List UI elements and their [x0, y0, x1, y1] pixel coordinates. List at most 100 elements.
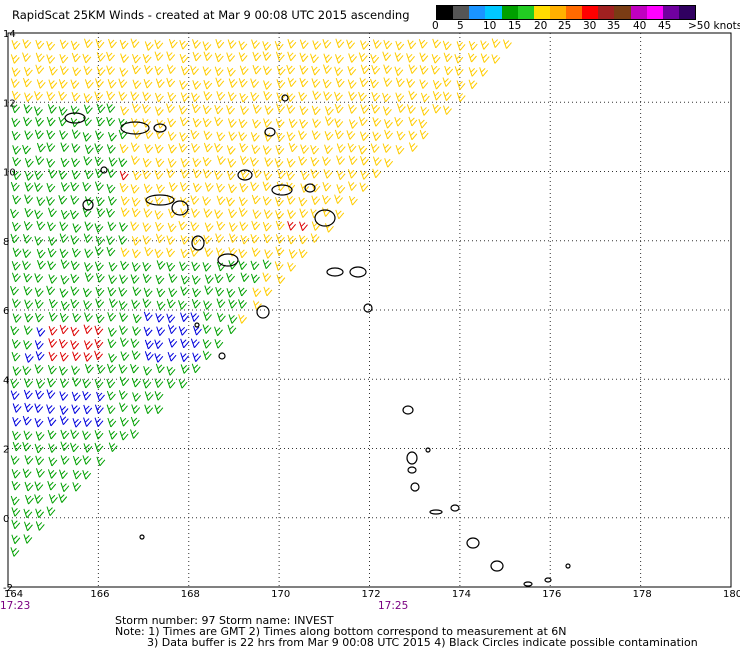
wind-barb: [299, 39, 309, 50]
wind-barb: [46, 91, 56, 101]
wind-barb: [214, 116, 224, 127]
wind-barb: [84, 79, 94, 89]
wind-barb: [431, 54, 441, 64]
wind-barb: [59, 366, 68, 376]
wind-barb: [59, 65, 69, 75]
island-outline: [490, 560, 504, 572]
wind-barb: [48, 326, 58, 336]
wind-barb: [156, 300, 166, 311]
wind-barb: [168, 208, 178, 219]
wind-barb: [22, 415, 32, 426]
island-outline: [64, 112, 86, 124]
wind-barb: [59, 324, 69, 335]
wind-barb: [24, 157, 34, 168]
wind-barb: [24, 378, 33, 388]
wind-barb: [228, 208, 238, 219]
island-outline: [466, 537, 480, 549]
wind-barb: [118, 287, 128, 297]
wind-barb: [59, 378, 69, 388]
wind-barb: [238, 299, 247, 309]
wind-barb: [180, 248, 190, 259]
wind-barb: [155, 78, 165, 88]
wind-barb: [119, 182, 129, 193]
island-outline: [326, 267, 344, 277]
wind-barb: [406, 78, 416, 88]
wind-barb: [34, 364, 44, 374]
wind-barb: [94, 261, 104, 272]
wind-barb: [202, 66, 212, 76]
colorbar-segment: [678, 6, 695, 19]
wind-barb: [94, 378, 104, 389]
wind-barb: [34, 481, 44, 491]
wind-barb: [204, 182, 214, 192]
colorbar-segment: [533, 6, 550, 19]
wind-barb: [34, 340, 44, 350]
wind-barb: [322, 181, 332, 192]
wind-barb: [132, 313, 142, 324]
wind-barb: [348, 91, 358, 101]
wind-barb: [179, 132, 189, 142]
wind-barb: [456, 41, 466, 51]
wind-barb: [59, 469, 68, 480]
wind-barb: [274, 40, 284, 51]
wind-barb: [226, 145, 236, 155]
lon-tick-label: 176: [542, 589, 561, 600]
wind-barb: [334, 129, 344, 140]
wind-barb: [82, 53, 92, 64]
wind-barb: [71, 157, 81, 168]
colorbar-segment: [630, 6, 647, 19]
wind-barb: [132, 392, 141, 402]
wind-barb: [323, 91, 333, 101]
wind-barb: [202, 339, 212, 349]
lon-tick-label: 174: [452, 589, 471, 600]
wind-barb: [24, 402, 34, 413]
wind-barb: [202, 324, 212, 334]
wind-barb: [360, 40, 369, 50]
wind-barb: [203, 142, 213, 153]
wind-barb: [287, 209, 297, 219]
wind-barb: [24, 171, 34, 181]
wind-barb: [95, 313, 105, 324]
wind-barb: [180, 338, 190, 349]
wind-barb: [108, 157, 118, 167]
wind-barb: [250, 91, 260, 102]
wind-barb: [228, 131, 238, 141]
wind-barb: [395, 145, 405, 155]
wind-barb: [382, 106, 392, 116]
wind-barb: [192, 80, 202, 90]
wind-barb: [202, 41, 212, 51]
wind-barb: [144, 143, 154, 154]
wind-barb: [23, 66, 33, 77]
wind-barb: [238, 286, 248, 297]
wind-barb: [58, 493, 68, 503]
wind-barb: [502, 39, 512, 49]
wind-barb: [58, 91, 68, 101]
wind-barb: [191, 103, 201, 114]
wind-barb: [60, 275, 70, 285]
wind-barb: [442, 91, 452, 101]
wind-barb: [192, 168, 202, 179]
wind-barb: [83, 340, 93, 350]
wind-barb: [106, 390, 116, 401]
wind-barb: [286, 131, 296, 142]
wind-barb: [84, 169, 94, 180]
wind-barb: [262, 181, 272, 191]
wind-barb: [107, 363, 116, 374]
wind-barb: [299, 77, 309, 88]
wind-barb: [371, 65, 381, 75]
wind-speed-colorbar: [436, 5, 696, 20]
wind-barb: [82, 378, 92, 389]
wind-barb: [119, 143, 129, 154]
lon-tick-label: 168: [181, 589, 200, 600]
wind-barb: [323, 169, 333, 179]
wind-barb: [95, 130, 104, 141]
colorbar-label: >50 knots: [688, 20, 740, 32]
wind-barb: [180, 312, 189, 322]
wind-barb: [263, 209, 273, 219]
wind-barb: [47, 480, 57, 491]
wind-barb: [82, 455, 92, 465]
map-grid: [8, 33, 731, 587]
wind-barb: [190, 129, 200, 140]
axis-tick-labels: 164 166 168 170 172 174 176 178 180 14 12 10 8 6 4 2 0 -2: [3, 29, 740, 600]
wind-barb: [46, 506, 56, 516]
